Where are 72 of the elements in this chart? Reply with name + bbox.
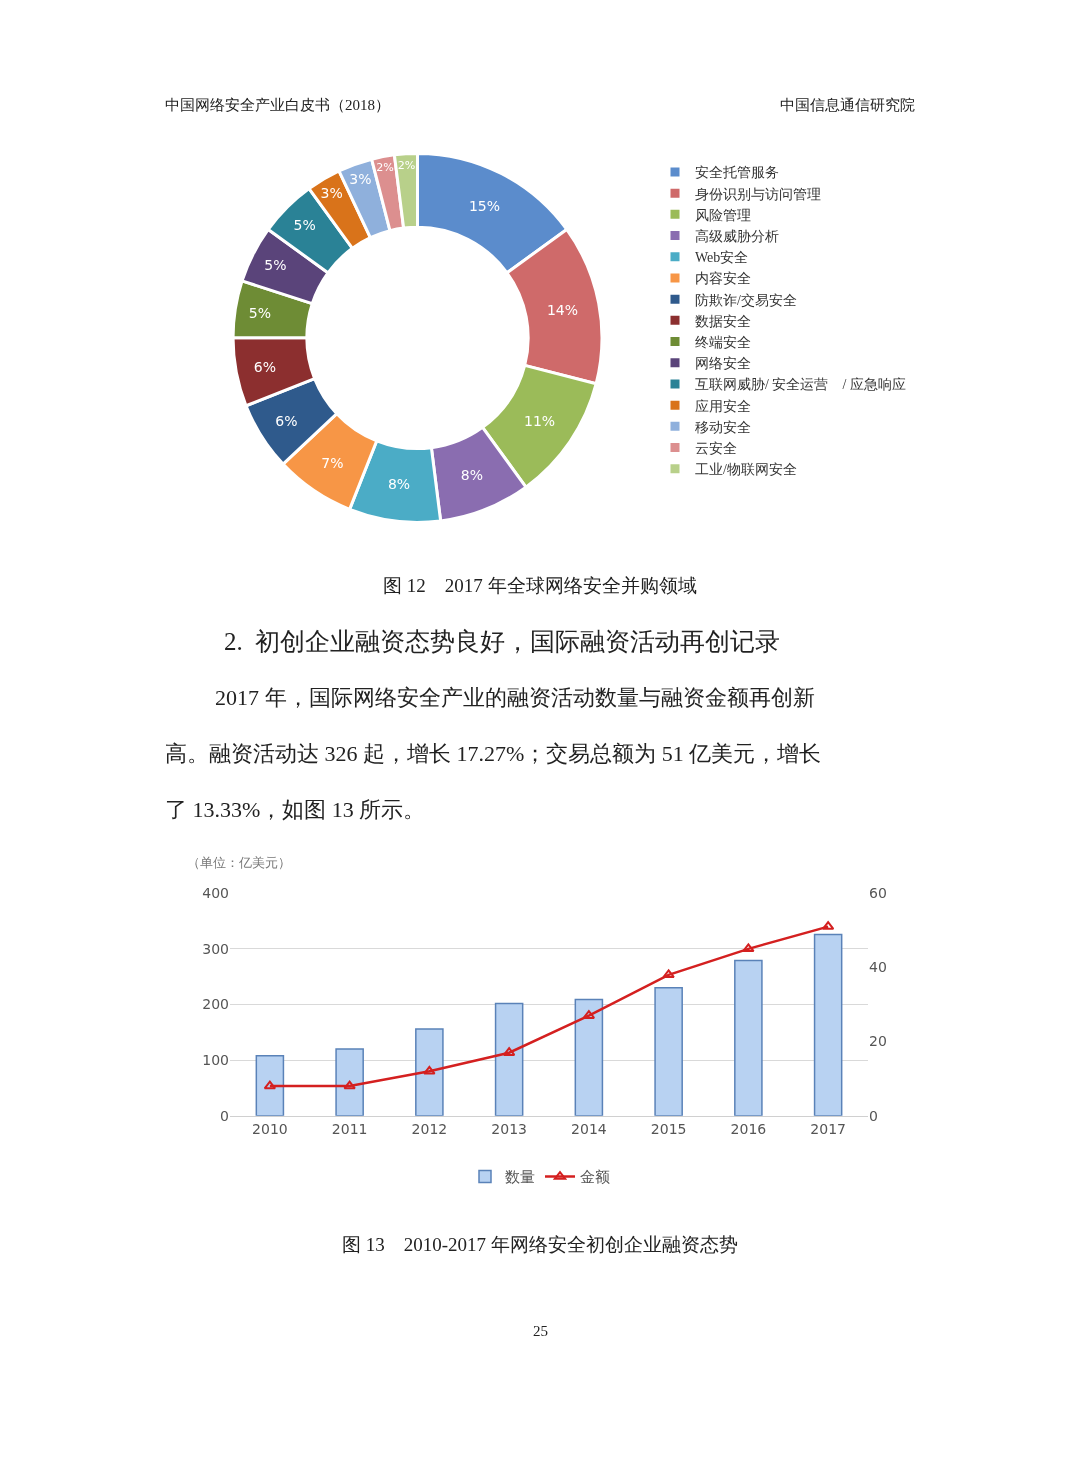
data-label: 3% [349,171,372,188]
text: 2. 初创企业融资态势良好，国际融资活动再创记录 [224,628,781,655]
y2-tick-label: 0 [869,1107,878,1124]
data-label: 15% [468,198,501,215]
text: 了 13.33%，如图 13 所示。 [165,797,426,822]
legend-label: 防欺诈/交易安全 [695,292,797,308]
text: 图 13 2010-2017 年网络安全初创企业融资态势 [342,1234,738,1255]
point [742,943,755,953]
y2-tick-label: 20 [869,1033,887,1050]
legend-label: 安全托管服务 [695,165,779,181]
text: 25 [533,1323,548,1339]
data-label: 8% [460,467,483,484]
legend-label: 应用安全 [695,398,751,414]
data-label: 5% [248,304,272,321]
data-label: 6% [253,358,277,375]
bar [335,1048,364,1116]
y-tick-label: 300 [202,940,229,957]
legend-label: 网络安全 [695,356,751,372]
point [662,969,675,979]
text: 2017 年，国际网络安全产业的融资活动数量与融资金额再创新 [215,685,815,710]
data-label: 2% [376,161,394,175]
bar [654,987,683,1116]
legend-label: 云安全 [695,441,737,457]
x-tick-label: 2012 [411,1120,448,1137]
legend-label: 高级威胁分析 [695,229,779,245]
data-label: 7% [321,455,344,472]
data-label: 3% [320,184,343,201]
y-tick-label: 400 [202,885,229,902]
x-tick-label: 2016 [730,1120,767,1137]
legend-label: 工业/物联网安全 [695,462,797,478]
data-label: 11% [523,412,556,429]
legend-label: Web安全 [695,250,749,266]
legend-label: 数量 [505,1168,535,1187]
data-label: 14% [546,302,579,319]
bar [415,1028,444,1116]
data-label: 6% [275,413,298,430]
x-tick-label: 2010 [252,1120,288,1137]
text: 中国信息通信研究院 [780,97,915,113]
legend-label: 身份识别与访问管理 [695,186,821,202]
y-tick-label: 0 [220,1107,229,1124]
legend-label: 数据安全 [695,313,751,329]
data-label: 5% [264,257,287,274]
point [263,1080,277,1090]
point [423,1065,436,1075]
legend-label: 终端安全 [695,335,751,351]
data-label: 2% [397,158,416,172]
x-tick-label: 2014 [571,1120,607,1137]
y2-tick-label: 40 [869,959,887,976]
bar [255,1054,285,1116]
text: （单位：亿美元） [187,855,291,870]
x-tick-label: 2017 [810,1120,846,1137]
bar [813,933,843,1116]
x-tick-label: 2015 [650,1120,687,1137]
y2-tick-label: 60 [869,885,887,902]
y-tick-label: 100 [202,1052,229,1069]
y-tick-label: 200 [202,996,229,1013]
point [343,1080,356,1090]
legend-label: 内容安全 [695,271,751,287]
legend-label: 互联网威胁/ 安全运营 / 应急响应 [695,377,906,393]
bar [494,1002,524,1116]
text: 中国网络安全产业白皮书（2018） [165,97,390,113]
legend-label: 移动安全 [695,419,751,435]
bar [734,959,763,1116]
data-label: 8% [387,476,411,493]
x-tick-label: 2011 [331,1120,368,1137]
data-label: 5% [293,217,316,234]
legend-label: 金额 [580,1168,610,1187]
text: 高。融资活动达 326 起，增长 17.27%；交易总额为 51 亿美元，增长 [165,741,822,766]
legend-label: 风险管理 [695,207,751,223]
text: 图 12 2017 年全球网络安全并购领域 [383,575,697,596]
bar [574,998,604,1116]
x-tick-label: 2013 [491,1120,527,1137]
